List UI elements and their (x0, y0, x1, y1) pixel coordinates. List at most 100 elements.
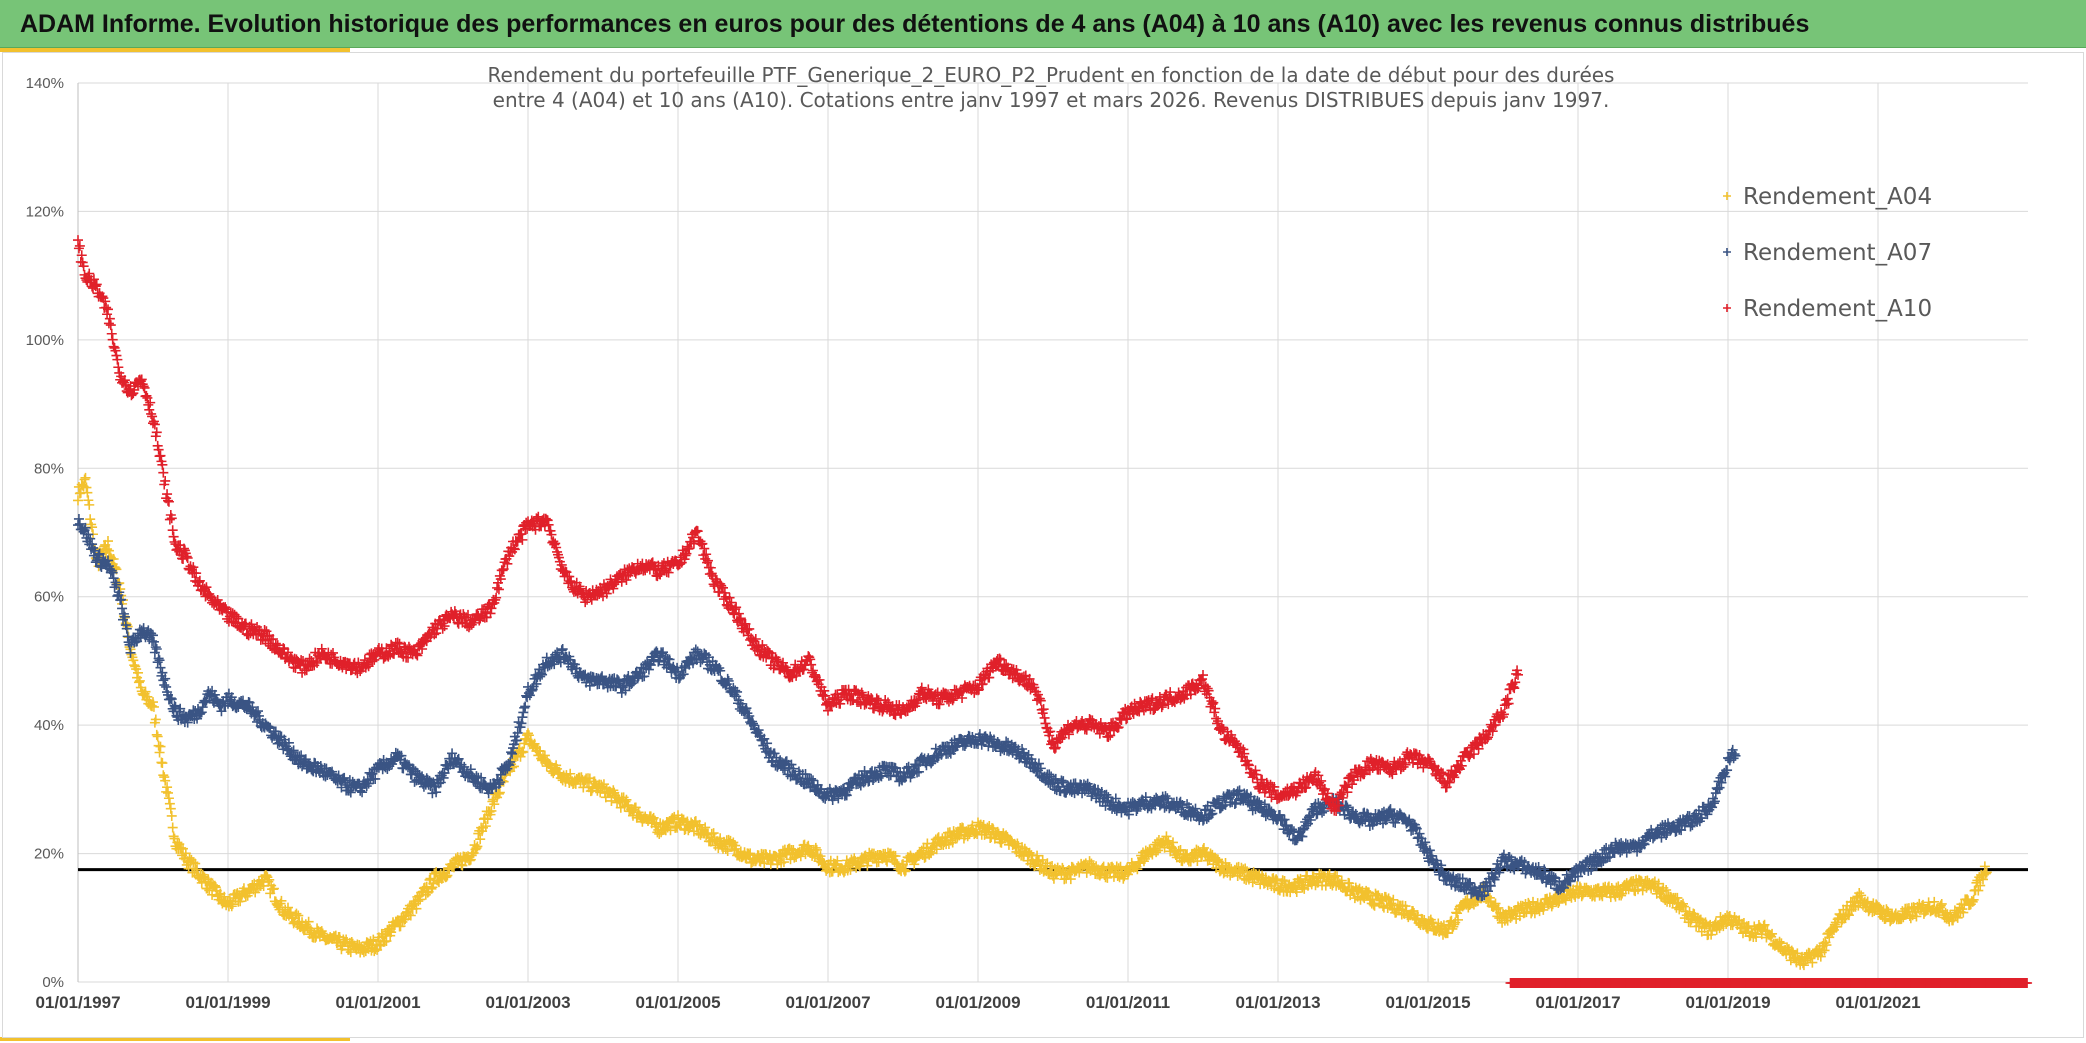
Rendement_A04-point (1843, 909, 1853, 920)
Rendement_A04-point (426, 883, 437, 894)
Rendement_A04-point (700, 822, 711, 833)
Rendement_A07-point (512, 727, 523, 738)
Rendement_A07-point (1160, 791, 1171, 802)
Rendement_A07-point (1202, 800, 1213, 811)
Rendement_A04-point (890, 851, 901, 862)
Rendement_A04-point (810, 842, 821, 853)
Rendement_A07-point (370, 773, 381, 784)
Rendement_A07-point (1494, 867, 1505, 878)
Rendement_A07-point (627, 678, 638, 689)
Rendement_A04-point (1973, 885, 1984, 896)
Rendement_A07-point (1578, 863, 1589, 874)
Rendement_A07-point (197, 702, 208, 713)
Rendement_A07-point (840, 789, 851, 800)
Rendement_A10-point (106, 328, 117, 339)
Rendement_A07-point (166, 694, 177, 705)
Rendement_A07-point (1207, 808, 1218, 819)
Rendement_A07-point (1252, 795, 1263, 806)
Rendement_A04-point (1759, 919, 1770, 930)
Rendement_A07-point (1254, 797, 1265, 808)
Rendement_A07-point (453, 753, 464, 764)
Rendement_A04-point (1271, 874, 1282, 885)
Rendement_A04-point (597, 781, 608, 792)
Rendement_A07-point (494, 777, 505, 788)
Rendement_A04-point (1807, 957, 1818, 968)
x-tick-label: 01/01/2011 (1086, 993, 1170, 1012)
Rendement_A07-point (517, 712, 528, 723)
Rendement_A07-point (1044, 769, 1055, 780)
Rendement_A07-point (654, 655, 665, 666)
x-tick-label: 01/01/2001 (335, 993, 420, 1012)
Rendement_A07-point (415, 772, 426, 783)
Rendement_A04-point (570, 778, 581, 789)
Rendement_A07-point (1058, 776, 1069, 787)
Rendement_A07-point (148, 636, 159, 647)
Rendement_A07-point (1539, 864, 1550, 875)
Rendement_A07-point (111, 579, 122, 590)
Rendement_A07-point (125, 647, 136, 658)
y-tick-label: 140% (26, 75, 64, 92)
Rendement_A04-point (152, 731, 163, 742)
Rendement_A04-point (1724, 910, 1735, 921)
Rendement_A04-point (165, 803, 176, 814)
Rendement_A07-point (194, 709, 205, 720)
Rendement_A04-point (148, 701, 159, 712)
Rendement_A04-point (708, 828, 719, 839)
Rendement_A04-point (227, 899, 238, 910)
Rendement_A07-point (121, 623, 132, 634)
Rendement_A04-point (1118, 873, 1129, 884)
Rendement_A04-point (155, 741, 166, 752)
Rendement_A07-point (110, 577, 121, 588)
Rendement_A07-point (1465, 878, 1476, 889)
Rendement_A04-point (1978, 874, 1988, 885)
Rendement_A04-point (1368, 899, 1379, 910)
Rendement_A04-point (1442, 928, 1453, 939)
Rendement_A04-point (494, 787, 505, 798)
Rendement_A07-point (182, 717, 193, 728)
Rendement_A07-point (806, 773, 817, 784)
Rendement_A04-point (1831, 921, 1842, 932)
Rendement_A07-point (800, 769, 811, 779)
Rendement_A07-point (537, 669, 548, 680)
Rendement_A07-point (556, 645, 567, 656)
Rendement_A07-point (753, 725, 764, 736)
Rendement_A07-point (1533, 861, 1544, 872)
Rendement_A04-point (168, 831, 179, 842)
Rendement_A04-point (1854, 888, 1865, 899)
Rendement_A07-point (396, 750, 407, 761)
Rendement_A07-point (417, 771, 428, 782)
Rendement_A07-point (107, 567, 118, 578)
Rendement_A10-point (74, 240, 85, 251)
Rendement_A07-point (516, 718, 527, 729)
Rendement_A04-point (84, 499, 95, 510)
Rendement_A04-point (1493, 902, 1504, 913)
Rendement_A04-point (172, 837, 183, 848)
Rendement_A07-point (664, 654, 675, 665)
Rendement_A04-point (108, 553, 119, 564)
Rendement_A04-point (1448, 921, 1459, 932)
x-tick-label: 01/01/2019 (1685, 993, 1770, 1012)
Rendement_A04-point (1661, 885, 1672, 896)
Rendement_A07-point (1638, 838, 1649, 849)
Rendement_A04-point (381, 936, 392, 947)
Rendement_A04-point (899, 866, 910, 877)
Rendement_A07-point (524, 690, 535, 701)
report-banner: ADAM Informe. Evolution historique des p… (0, 0, 2086, 48)
Rendement_A07-point (303, 759, 314, 770)
Rendement_A04-point (535, 746, 546, 757)
Rendement_A04-point (853, 860, 864, 871)
Rendement_A07-point (1548, 872, 1559, 883)
Rendement_A07-point (1301, 820, 1312, 831)
Rendement_A07-point (148, 630, 158, 641)
Rendement_A07-point (476, 772, 487, 783)
Rendement_A07-point (1436, 860, 1447, 871)
Rendement_A07-point (247, 702, 258, 713)
Rendement_A04-point (1856, 890, 1867, 901)
Rendement_A10-point (158, 467, 169, 478)
x-tick-label: 01/01/2003 (485, 993, 570, 1012)
Rendement_A04-point (1295, 873, 1306, 884)
Rendement_A04-point (154, 747, 165, 758)
Rendement_A07-point (1424, 845, 1435, 856)
Rendement_A04-point (1911, 911, 1922, 922)
Rendement_A04-point (1707, 925, 1718, 936)
